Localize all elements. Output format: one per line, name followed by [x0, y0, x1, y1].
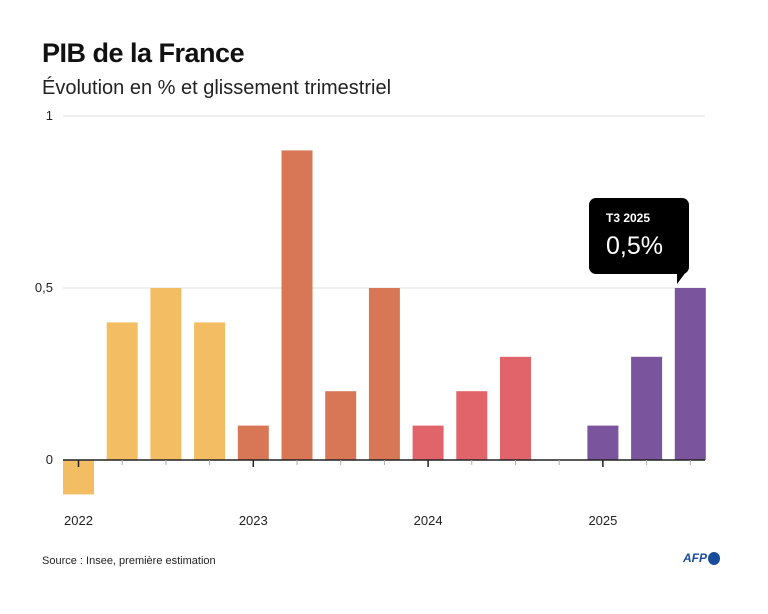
bar [412, 425, 444, 460]
chart-title: PIB de la France [42, 38, 245, 68]
annotation-callout: T3 2025 0,5% [589, 198, 689, 284]
annotation-value: 0,5% [606, 232, 663, 260]
annotation-label: T3 2025 [606, 211, 651, 225]
x-year-label: 2023 [239, 513, 268, 528]
bar [194, 322, 226, 460]
afp-logo: AFP [683, 551, 720, 565]
x-year-label: 2025 [588, 513, 617, 528]
bar [325, 391, 357, 460]
bar [281, 150, 313, 460]
bar [631, 356, 663, 460]
x-year-label: 2022 [64, 513, 93, 528]
y-tick-label: 0 [46, 452, 53, 467]
bar [587, 425, 619, 460]
bar [368, 288, 400, 460]
bar [456, 391, 488, 460]
logo-dot-icon [708, 551, 720, 565]
bar [150, 288, 182, 460]
y-tick-label: 0,5 [35, 280, 53, 295]
bar [674, 288, 706, 460]
bar [500, 356, 531, 460]
y-tick-label: 1 [46, 108, 53, 123]
chart-subtitle: Évolution en % et glissement trimestriel [42, 77, 392, 99]
bar [106, 322, 138, 460]
x-year-label: 2024 [414, 513, 443, 528]
source-note: Source : Insee, première estimation [42, 555, 216, 567]
logo-text: AFP [683, 551, 707, 565]
bar [237, 425, 269, 460]
callout-pointer [677, 268, 689, 284]
